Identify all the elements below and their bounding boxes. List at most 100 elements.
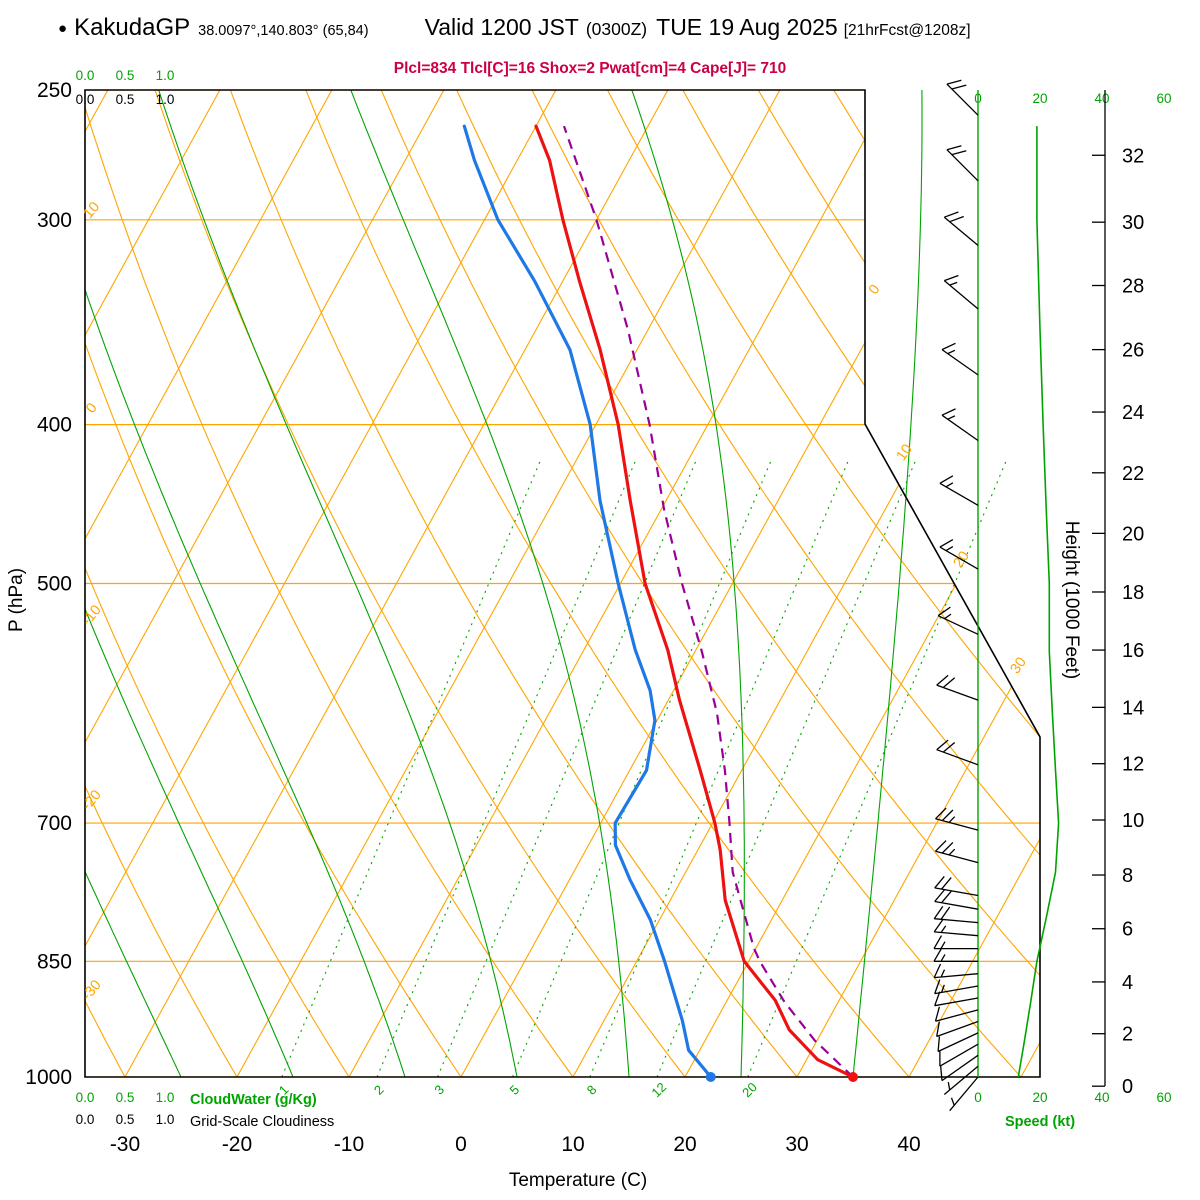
svg-text:10: 10 <box>561 1133 584 1156</box>
svg-text:0.0: 0.0 <box>76 68 95 83</box>
svg-text:6: 6 <box>1122 919 1133 941</box>
svg-text:0.0: 0.0 <box>76 1112 95 1127</box>
temperature-curve <box>534 124 855 1079</box>
forecast-hour: [21hrFcst@1208z] <box>843 22 971 39</box>
pressure-tick-labels: 250 300 400 500 700 850 1000 <box>25 79 72 1089</box>
plot-border <box>84 89 1041 1078</box>
svg-text:0.5: 0.5 <box>116 68 135 83</box>
svg-text:-10: -10 <box>334 1133 364 1156</box>
stability-indices: Plcl=834 Tlcl[C]=16 Shox=2 Pwat[cm]=4 Ca… <box>393 60 787 77</box>
svg-text:-30: -30 <box>110 1133 140 1156</box>
svg-text:0.0: 0.0 <box>76 92 95 107</box>
pressure-gridlines <box>85 90 1040 1077</box>
surface-dewpoint-dot <box>705 1072 716 1082</box>
svg-text:-20: -20 <box>79 787 105 813</box>
height-axis-label: Height (1000 Feet) <box>1061 521 1082 679</box>
dry-adiabat-lines <box>85 90 1040 1077</box>
svg-text:16: 16 <box>1122 640 1144 662</box>
svg-text:12: 12 <box>1122 754 1144 776</box>
svg-text:0.5: 0.5 <box>116 1090 135 1105</box>
svg-text:0: 0 <box>83 400 100 416</box>
temperature-axis-label: Temperature (C) <box>509 1170 647 1191</box>
wind-barbs <box>933 79 979 1112</box>
svg-text:400: 400 <box>37 414 72 437</box>
svg-text:20: 20 <box>673 1133 696 1156</box>
svg-text:8: 8 <box>584 1082 600 1098</box>
surface-temperature-dot <box>848 1072 858 1082</box>
svg-text:20: 20 <box>1032 1090 1047 1105</box>
svg-text:0: 0 <box>455 1133 467 1156</box>
svg-text:0.0: 0.0 <box>76 1090 95 1105</box>
mixing-ratio-labels: 1 2 3 5 8 12 20 <box>276 1079 760 1100</box>
svg-text:10: 10 <box>894 442 916 464</box>
orange-grid <box>85 90 1040 1077</box>
svg-text:0.5: 0.5 <box>116 92 135 107</box>
parcel-curve <box>562 125 854 1078</box>
svg-text:850: 850 <box>37 950 72 973</box>
svg-text:300: 300 <box>37 209 72 232</box>
svg-text:4: 4 <box>1122 972 1133 994</box>
svg-text:18: 18 <box>1122 582 1144 604</box>
chart-header: ● KakudaGP 38.0097°,140.803° (65,84) Val… <box>58 14 1180 42</box>
svg-text:5: 5 <box>506 1082 522 1098</box>
svg-text:1.0: 1.0 <box>156 68 175 83</box>
svg-text:30: 30 <box>1122 212 1144 234</box>
pressure-axis-label: P (hPa) <box>6 568 27 632</box>
svg-text:0: 0 <box>866 282 884 298</box>
fraction-scales: 0.0 0.0 0.0 0.0 0.5 0.5 0.5 0.5 1.0 1.0 1.0 1.0 <box>76 68 175 1127</box>
svg-text:-30: -30 <box>79 977 105 1003</box>
temperature-tick-labels: -30 -20 -10 0 10 20 30 40 <box>110 1133 921 1156</box>
svg-text:700: 700 <box>37 812 72 835</box>
svg-text:500: 500 <box>37 573 72 596</box>
svg-text:60: 60 <box>1156 91 1171 106</box>
svg-text:0: 0 <box>974 1090 982 1105</box>
speed-axis-label: Speed (kt) <box>1005 1114 1075 1130</box>
svg-text:30: 30 <box>785 1133 808 1156</box>
svg-text:250: 250 <box>37 79 72 102</box>
svg-text:40: 40 <box>897 1133 920 1156</box>
svg-text:3: 3 <box>431 1082 447 1098</box>
svg-text:26: 26 <box>1122 340 1144 362</box>
valid-date: TUE 19 Aug 2025 <box>656 14 838 40</box>
svg-text:1000: 1000 <box>25 1066 72 1089</box>
svg-text:20: 20 <box>1032 91 1047 106</box>
station-name: KakudaGP <box>74 14 191 41</box>
svg-text:10: 10 <box>1122 810 1144 832</box>
svg-text:0.5: 0.5 <box>116 1112 135 1127</box>
svg-text:2: 2 <box>1122 1024 1133 1046</box>
svg-text:20: 20 <box>739 1079 760 1100</box>
svg-text:22: 22 <box>1122 463 1144 485</box>
svg-text:8: 8 <box>1122 865 1133 887</box>
svg-text:28: 28 <box>1122 276 1144 298</box>
wind-speed-curve <box>1017 126 1060 1078</box>
svg-text:2: 2 <box>371 1082 387 1098</box>
green-grid <box>85 90 1008 1077</box>
svg-text:24: 24 <box>1122 402 1144 424</box>
svg-text:-20: -20 <box>222 1133 252 1156</box>
cloudiness-axis-label: Grid-Scale Cloudiness <box>190 1114 334 1130</box>
station-bullet-icon: ● <box>58 19 68 37</box>
valid-time-utc: (0300Z) <box>585 19 648 39</box>
svg-text:1.0: 1.0 <box>156 1090 175 1105</box>
moist-adiabat-lines <box>85 90 923 1077</box>
svg-text:40: 40 <box>1094 1090 1109 1105</box>
mixing-ratio-lines <box>281 459 1008 1077</box>
svg-text:1.0: 1.0 <box>156 1112 175 1127</box>
svg-text:20: 20 <box>1122 523 1144 545</box>
svg-text:1.0: 1.0 <box>156 92 175 107</box>
svg-text:40: 40 <box>1094 91 1109 106</box>
svg-text:0: 0 <box>1122 1076 1133 1098</box>
svg-text:14: 14 <box>1122 697 1144 719</box>
svg-text:10: 10 <box>81 199 104 222</box>
dewpoint-curve <box>462 124 713 1079</box>
svg-text:32: 32 <box>1122 145 1144 167</box>
cloudwater-axis-label: CloudWater (g/Kg) <box>190 1092 317 1108</box>
valid-time: Valid 1200 JST <box>424 14 579 40</box>
svg-text:60: 60 <box>1156 1090 1171 1105</box>
svg-text:12: 12 <box>648 1079 669 1100</box>
svg-text:30: 30 <box>1008 655 1030 677</box>
station-coordinates: 38.0097°,140.803° (65,84) <box>198 23 369 39</box>
